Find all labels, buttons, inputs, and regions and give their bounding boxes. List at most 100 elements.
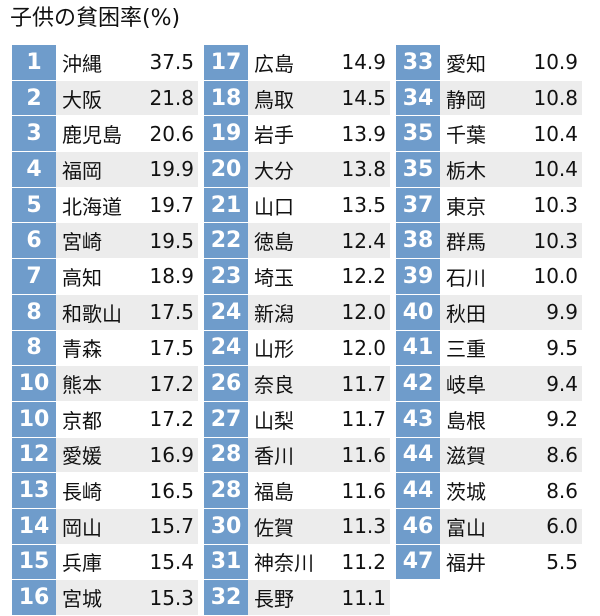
rank-cell: 12 <box>12 437 56 473</box>
prefecture-cell: 三重 <box>446 337 486 362</box>
rate-cell: 10.3 <box>533 228 578 253</box>
rate-cell: 21.8 <box>149 86 194 111</box>
rank-cell: 28 <box>204 473 248 508</box>
table-row: 30 佐賀 11.3 <box>204 508 390 545</box>
prefecture-cell: 愛知 <box>446 51 486 76</box>
rate-cell: 16.9 <box>149 442 194 467</box>
rate-cell: 5.5 <box>546 549 578 574</box>
rank-cell: 37 <box>396 187 440 223</box>
table-row: 47 福井 5.5 <box>396 544 582 581</box>
rate-cell: 9.4 <box>546 371 578 396</box>
prefecture-cell: 東京 <box>446 194 486 219</box>
rank-cell: 10 <box>12 401 56 437</box>
table-row: 2 大阪 21.8 <box>12 80 198 117</box>
table-row: 23 埼玉 12.2 <box>204 259 390 295</box>
rank-cell: 42 <box>396 366 440 401</box>
table-row: 16 宮城 15.3 <box>12 580 198 616</box>
rate-cell: 14.5 <box>341 86 386 111</box>
rank-cell: 3 <box>12 116 56 152</box>
table-row: 13 長崎 16.5 <box>12 473 198 509</box>
table-row: 27 山梨 11.7 <box>204 401 390 438</box>
prefecture-cell: 岡山 <box>62 515 102 540</box>
rank-cell: 38 <box>396 223 440 259</box>
rate-cell: 15.7 <box>149 514 194 539</box>
table-row: 24 山形 12.0 <box>204 330 390 367</box>
rate-cell: 10.3 <box>533 193 578 218</box>
prefecture-cell: 山梨 <box>254 408 294 433</box>
rate-cell: 8.6 <box>546 478 578 503</box>
table-row: 3 鹿児島 20.6 <box>12 116 198 153</box>
rank-cell: 10 <box>12 366 56 401</box>
prefecture-cell: 福岡 <box>62 158 102 183</box>
rank-cell: 47 <box>396 544 440 580</box>
rank-cell: 33 <box>396 45 440 80</box>
prefecture-cell: 徳島 <box>254 230 294 255</box>
rate-cell: 10.0 <box>533 264 578 289</box>
rank-cell: 40 <box>396 294 440 330</box>
rate-cell: 10.4 <box>533 157 578 182</box>
prefecture-cell: 新潟 <box>254 301 294 326</box>
prefecture-cell: 岐阜 <box>446 373 486 398</box>
rate-cell: 11.1 <box>341 585 386 610</box>
rank-cell: 17 <box>204 45 248 80</box>
rank-cell: 24 <box>204 294 248 330</box>
rate-cell: 19.9 <box>149 157 194 182</box>
prefecture-cell: 大分 <box>254 158 294 183</box>
prefecture-cell: 奈良 <box>254 373 294 398</box>
rank-cell: 8 <box>12 294 56 330</box>
rate-cell: 11.7 <box>341 371 386 396</box>
table-row: 28 福島 11.6 <box>204 473 390 509</box>
prefecture-cell: 滋賀 <box>446 444 486 469</box>
prefecture-cell: 長野 <box>254 587 294 612</box>
rank-cell: 22 <box>204 223 248 259</box>
table-row: 44 茨城 8.6 <box>396 473 582 509</box>
rank-cell: 28 <box>204 437 248 473</box>
prefecture-cell: 高知 <box>62 265 102 290</box>
rate-cell: 12.0 <box>341 300 386 325</box>
prefecture-cell: 秋田 <box>446 301 486 326</box>
prefecture-cell: 群馬 <box>446 230 486 255</box>
rank-cell: 30 <box>204 508 248 544</box>
rank-cell: 8 <box>12 330 56 366</box>
rank-cell: 43 <box>396 401 440 437</box>
rate-cell: 11.7 <box>341 407 386 432</box>
rate-cell: 15.4 <box>149 549 194 574</box>
prefecture-cell: 青森 <box>62 337 102 362</box>
rank-cell: 18 <box>204 80 248 116</box>
table-row: 46 富山 6.0 <box>396 508 582 545</box>
rank-cell: 26 <box>204 366 248 401</box>
table-row: 14 岡山 15.7 <box>12 508 198 545</box>
table-row: 20 大分 13.8 <box>204 152 390 188</box>
prefecture-cell: 千葉 <box>446 123 486 148</box>
prefecture-cell: 島根 <box>446 408 486 433</box>
ranking-table: 1 沖縄 37.5 2 大阪 21.8 3 鹿児島 20.6 4 福岡 19.9 5 北海道 19.7 6 宮崎… <box>12 45 582 616</box>
table-row: 1 沖縄 37.5 <box>12 45 198 81</box>
table-row: 15 兵庫 15.4 <box>12 544 198 581</box>
table-row: 6 宮崎 19.5 <box>12 223 198 260</box>
rate-cell: 16.5 <box>149 478 194 503</box>
rank-cell: 21 <box>204 187 248 223</box>
prefecture-cell: 北海道 <box>62 194 122 219</box>
prefecture-cell: 和歌山 <box>62 301 122 326</box>
prefecture-cell: 大阪 <box>62 87 102 112</box>
rate-cell: 10.9 <box>533 50 578 75</box>
rank-cell: 6 <box>12 223 56 259</box>
rate-cell: 9.9 <box>546 300 578 325</box>
prefecture-cell: 岩手 <box>254 123 294 148</box>
rate-cell: 11.3 <box>341 514 386 539</box>
prefecture-cell: 山口 <box>254 194 294 219</box>
table-row: 22 徳島 12.4 <box>204 223 390 260</box>
table-row: 37 東京 10.3 <box>396 187 582 224</box>
table-row: 39 石川 10.0 <box>396 259 582 295</box>
rate-cell: 19.7 <box>149 193 194 218</box>
rate-cell: 17.5 <box>149 300 194 325</box>
table-row: 19 岩手 13.9 <box>204 116 390 153</box>
rank-cell: 46 <box>396 508 440 544</box>
table-row: 32 長野 11.1 <box>204 580 390 616</box>
rate-cell: 20.6 <box>149 121 194 146</box>
table-row: 10 熊本 17.2 <box>12 366 198 402</box>
ranking-column: 1 沖縄 37.5 2 大阪 21.8 3 鹿児島 20.6 4 福岡 19.9 5 北海道 19.7 6 宮崎… <box>12 45 198 616</box>
prefecture-cell: 神奈川 <box>254 551 314 576</box>
rank-cell: 39 <box>396 259 440 294</box>
table-row: 8 青森 17.5 <box>12 330 198 367</box>
